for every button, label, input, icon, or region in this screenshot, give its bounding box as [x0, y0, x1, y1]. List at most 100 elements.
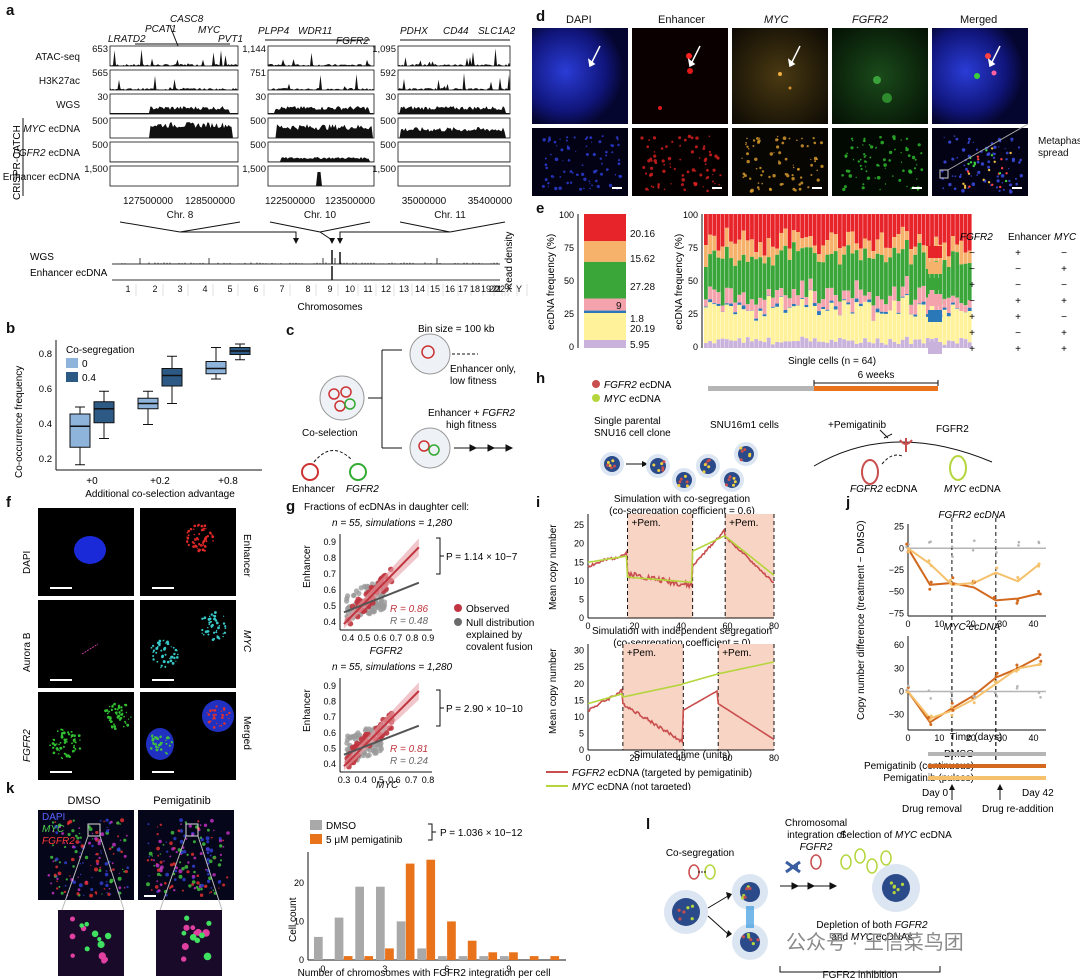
svg-text:100: 100 — [559, 210, 574, 220]
track-signal — [398, 106, 510, 114]
cell-bar-segment — [871, 343, 876, 348]
myc-line — [587, 535, 775, 584]
cell-bar-segment — [796, 214, 800, 233]
cell-bar-segment — [879, 313, 884, 343]
svg-text:0: 0 — [82, 359, 88, 370]
y-axis-label: Mean copy number — [548, 524, 559, 610]
cell-bar-segment — [704, 214, 708, 246]
cell-bar-segment — [708, 254, 712, 287]
cell-bar-segment — [708, 302, 712, 342]
cell-bar-segment — [825, 310, 830, 343]
cell-bar-segment — [729, 340, 733, 348]
svg-text:MYC: MYC — [1054, 232, 1077, 243]
cell-bar-segment — [884, 214, 888, 248]
cell-bar-segment — [879, 232, 884, 255]
svg-text:35000000: 35000000 — [402, 196, 447, 207]
tick-label: 3 — [382, 964, 387, 974]
stack-segment — [584, 298, 626, 311]
svg-text:35400000: 35400000 — [468, 196, 513, 207]
svg-text:Co-segregation: Co-segregation — [666, 848, 734, 859]
svg-text:+Pemigatinib: +Pemigatinib — [828, 420, 887, 431]
cell-bar-segment — [963, 312, 968, 340]
svg-text:127500000: 127500000 — [123, 196, 173, 207]
tick-label: 60 — [722, 621, 732, 631]
legend-sign: − — [1015, 280, 1021, 291]
panel-k-histogram: DMSO 5 μM pemigatinib P = 1.036 × 10−12 … — [288, 820, 566, 979]
legend-sign: + — [1061, 264, 1067, 275]
cell-bar-segment — [804, 247, 809, 298]
cell-bar-segment — [900, 214, 905, 227]
cell-bar-segment — [771, 214, 775, 247]
cell-bar-segment — [917, 287, 922, 304]
chromosome-tick-label: 9 — [327, 284, 332, 294]
cell-bar-segment — [708, 214, 712, 235]
tick-label: 5 — [579, 594, 584, 604]
cell-bar-segment — [787, 341, 792, 348]
cell-bar-segment — [838, 301, 842, 316]
cell-bar-segment — [850, 214, 855, 232]
cell-bar-segment — [808, 290, 813, 342]
svg-text:30: 30 — [97, 92, 108, 103]
cell-bar-segment — [846, 302, 851, 305]
cell-bar-segment — [955, 214, 960, 245]
cell-bar-segment — [925, 297, 930, 315]
cell-bar-segment — [712, 343, 717, 348]
cell-bar-segment — [796, 295, 800, 306]
cell-bar-segment — [867, 240, 872, 258]
cell-bar-segment — [875, 308, 880, 313]
cell-bar-segment — [879, 311, 884, 314]
cell-bar-segment — [892, 247, 897, 287]
cell-bar-segment — [729, 258, 733, 289]
tick-label: 0.6 — [374, 633, 387, 643]
cell-bar-segment — [913, 214, 918, 247]
cell-bar-segment — [771, 344, 775, 348]
cell-bar-segment — [850, 298, 855, 313]
cell-bar-segment — [867, 257, 872, 292]
cell-bar-segment — [704, 299, 708, 307]
track-box — [397, 69, 511, 91]
svg-text:DMSO: DMSO — [68, 795, 101, 807]
box — [93, 401, 115, 424]
metaphase-label: Metaphase spread — [1038, 136, 1080, 159]
chromosome-tick-label: 17 — [458, 284, 468, 294]
cell-bar-segment — [871, 251, 876, 259]
cell-bar-segment — [938, 304, 943, 316]
cell-bar-segment — [884, 262, 888, 305]
watermark: 公众号 · 王信菜鸟团 — [786, 932, 964, 954]
gene-label: MYC — [198, 25, 221, 36]
cell-bar-segment — [771, 246, 775, 266]
svg-text:Enhancer: Enhancer — [241, 534, 252, 577]
tick-label: 30 — [997, 619, 1007, 629]
cell-bar-segment — [758, 340, 763, 348]
cell-bar-segment — [921, 304, 926, 344]
cell-bar-segment — [888, 339, 893, 348]
cell-bar-segment — [750, 299, 754, 311]
svg-text:9: 9 — [616, 301, 622, 312]
panel-j-copy-number: FGFR2 ecDNA MYC ecDNA Copy number differ… — [856, 510, 1054, 815]
chromosome-tick-label: Y — [516, 284, 522, 294]
cell-bar-segment — [720, 338, 725, 348]
cell-bar-segment — [921, 252, 926, 286]
panel-label-f: f — [6, 494, 11, 511]
cell-bar-segment — [825, 240, 830, 255]
cell-bar-segment — [825, 214, 830, 241]
chromosome-tick-label: 12 — [381, 284, 391, 294]
x-axis-label: Time (days) — [950, 732, 1002, 743]
svg-text:R = 0.81: R = 0.81 — [390, 744, 428, 755]
cell-bar-segment — [842, 254, 846, 291]
chromosome-tick-label: 16 — [445, 284, 455, 294]
tick-label: 10 — [574, 712, 584, 722]
track-label: WGS — [56, 100, 80, 111]
cell-bar-segment — [741, 305, 746, 310]
cell-bar-segment — [963, 305, 968, 313]
svg-text:Enhancer: Enhancer — [1008, 232, 1051, 243]
cell-bar-segment — [896, 234, 901, 254]
tick-label: 0.9 — [323, 681, 336, 691]
cell-bar-segment — [967, 263, 972, 301]
cell-bar-segment — [888, 310, 893, 340]
tick-label: 0.4 — [342, 633, 355, 643]
cell-bar-segment — [779, 296, 784, 343]
gene-label: PCAT1 — [145, 24, 177, 35]
cell-bar-segment — [863, 238, 867, 249]
null-point — [353, 733, 359, 739]
